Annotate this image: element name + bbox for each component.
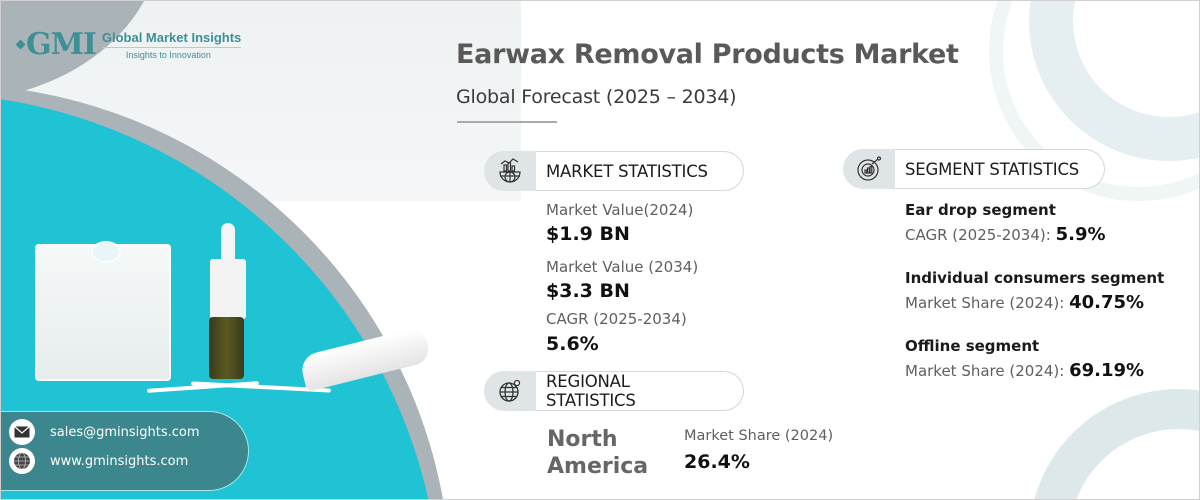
cagr-value: 5.6% — [546, 333, 599, 355]
brand-tagline: Insights to Innovation — [125, 49, 211, 60]
globe-pin-icon — [484, 371, 536, 411]
logo-mark-text: GMI — [26, 27, 97, 62]
segment-line-individual-consumers: Market Share (2024): 40.75% — [905, 292, 1144, 313]
globe-icon — [9, 448, 35, 474]
page-title: Earwax Removal Products Market — [456, 39, 959, 70]
market-statistics-header: MARKET STATISTICS — [484, 151, 744, 191]
container-knob-image — [91, 241, 121, 263]
segment-line-ear-drop: CAGR (2025-2034): 5.9% — [905, 224, 1106, 245]
segment-metric-value: 40.75% — [1069, 292, 1145, 313]
region-name: North America — [547, 426, 648, 480]
regional-statistics-header: REGIONAL STATISTICS — [484, 371, 744, 411]
amber-bottle-image — [209, 317, 244, 379]
region-name-line2: America — [547, 454, 649, 479]
segment-metric-label: CAGR (2025-2034): — [905, 226, 1056, 244]
dropper-nozzle-image — [221, 223, 235, 263]
logo-mark: GMI — [15, 27, 97, 62]
segment-statistics-header: SEGMENT STATISTICS — [843, 149, 1105, 189]
email-link[interactable]: sales@gminsights.com — [50, 424, 200, 440]
envelope-icon — [9, 419, 35, 445]
gmi-logo[interactable]: GMI Global Market Insights Insights to I… — [15, 27, 242, 62]
market-value-2034-value: $3.3 BN — [546, 280, 630, 302]
segment-metric-value: 5.9% — [1055, 224, 1106, 245]
website-link[interactable]: www.gminsights.com — [50, 453, 189, 469]
regional-statistics-title: REGIONAL STATISTICS — [536, 371, 744, 411]
contact-website[interactable]: www.gminsights.com — [9, 448, 188, 474]
cagr-label: CAGR (2025-2034) — [546, 310, 687, 328]
segment-metric-value: 69.19% — [1069, 360, 1145, 381]
segment-line-offline: Market Share (2024): 69.19% — [905, 360, 1144, 381]
market-statistics-title: MARKET STATISTICS — [536, 151, 744, 191]
contact-panel: sales@gminsights.com www.gminsights.com — [1, 411, 249, 491]
market-value-2034-label: Market Value (2034) — [546, 258, 699, 276]
dropper-cap-image — [210, 259, 246, 319]
segment-metric-label: Market Share (2024): — [905, 294, 1070, 312]
diamond-icon — [15, 39, 26, 50]
segment-title-ear-drop: Ear drop segment — [905, 201, 1056, 219]
region-share-value: 26.4% — [684, 451, 750, 473]
segment-title-individual-consumers: Individual consumers segment — [905, 269, 1165, 287]
cotton-swab-container-image — [35, 244, 171, 381]
segment-title-offline: Offline segment — [905, 337, 1040, 355]
market-value-2024-label: Market Value(2024) — [546, 201, 694, 219]
region-name-line1: North — [547, 427, 618, 452]
pie-chart-target-icon — [843, 149, 895, 189]
region-share-label: Market Share (2024) — [684, 428, 834, 444]
segment-metric-label: Market Share (2024): — [905, 362, 1070, 380]
title-divider — [457, 121, 557, 123]
globe-chart-icon — [484, 151, 536, 191]
brand-name: Global Market Insights — [101, 30, 242, 48]
page-subtitle: Global Forecast (2025 – 2034) — [456, 86, 737, 108]
contact-email[interactable]: sales@gminsights.com — [9, 419, 200, 445]
segment-statistics-title: SEGMENT STATISTICS — [895, 149, 1105, 189]
decorative-ring-bottom-right — [1029, 389, 1199, 499]
market-value-2024-value: $1.9 BN — [546, 223, 630, 245]
